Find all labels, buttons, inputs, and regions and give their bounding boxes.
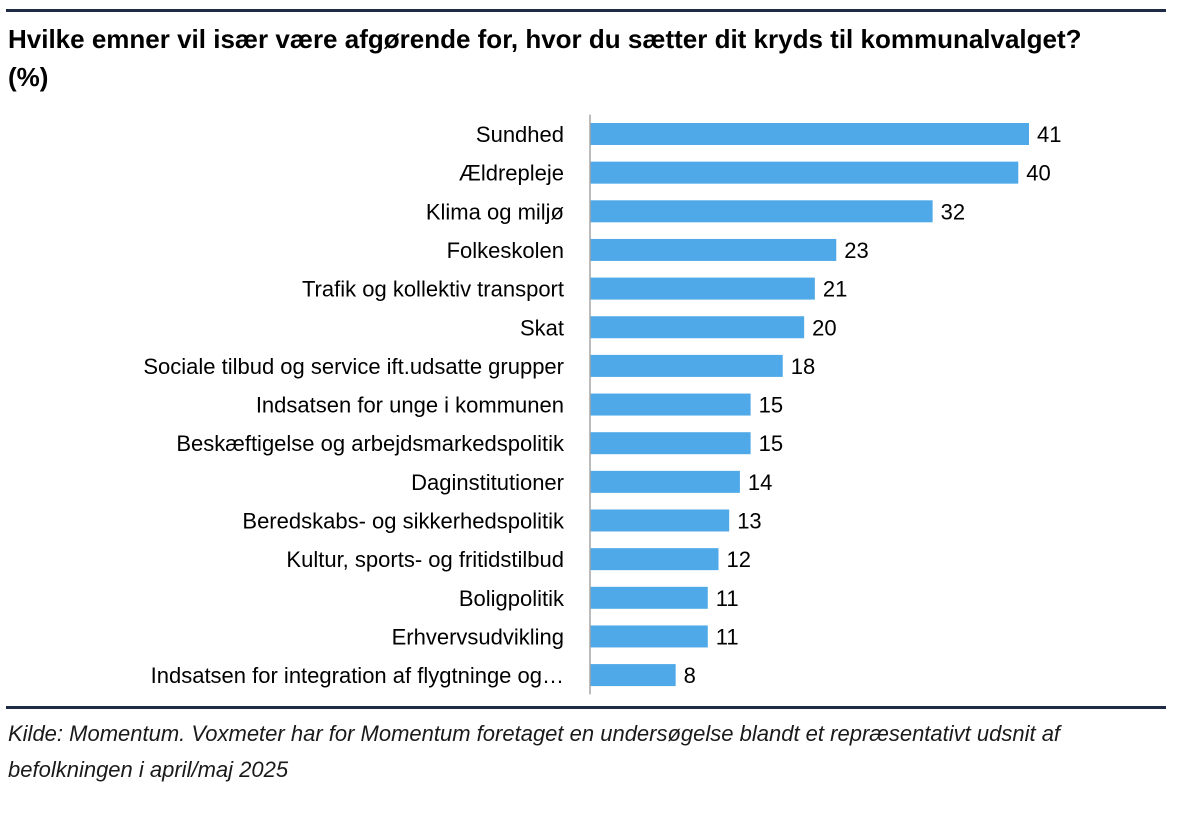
bar [590,664,676,687]
value-labels: 41 40 32 23 21 20 18 15 15 14 13 12 11 11 8 [684,122,1062,688]
category-label: Boligpolitik [459,586,565,611]
value-label: 18 [791,354,815,379]
value-label: 32 [941,199,965,224]
category-label: Sociale tilbud og service ift.udsatte gr… [143,354,564,379]
source-note: Kilde: Momentum. Voxmeter har for Moment… [8,721,1061,782]
category-labels: Sundhed Ældrepleje Klima og miljø Folkeskol… [143,122,565,688]
value-label: 23 [844,238,868,263]
value-label: 14 [748,470,772,495]
value-label: 20 [812,315,836,340]
bar [590,509,730,532]
bar [590,316,805,339]
bar [590,586,708,609]
bottom-rule [6,706,1166,709]
value-label: 12 [726,547,750,572]
value-label: 11 [716,586,739,611]
value-label: 8 [684,663,696,688]
bar [590,238,837,261]
category-label: Daginstitutioner [411,470,564,495]
value-label: 21 [823,277,847,302]
bar [590,548,719,571]
value-label: 13 [737,509,761,534]
category-label: Skat [520,315,564,340]
category-label: Indsatsen for integration af flygtninge … [151,663,564,688]
value-label: 11 [716,624,739,649]
category-label: Beskæftigelse og arbejdsmarkedspolitik [176,431,565,456]
chart-title: Hvilke emner vil især være afgørende for… [8,24,1082,92]
bar [590,123,1029,145]
bar [590,277,815,300]
top-rule [6,9,1166,12]
category-label: Klima og miljø [426,199,564,224]
category-label: Beredskabs- og sikkerhedspolitik [242,509,565,534]
value-label: 15 [759,431,783,456]
bar [590,432,751,455]
bar-chart: Sundhed Ældrepleje Klima og miljø Folkeskol… [143,114,1062,695]
bar [590,161,1019,184]
bar [590,470,740,493]
value-label: 41 [1037,122,1061,147]
category-label: Folkeskolen [447,238,564,263]
value-label: 15 [759,393,783,418]
category-label: Erhvervsudvikling [392,624,564,649]
bar [590,200,933,223]
bar [590,393,751,416]
bars-group [590,123,1029,687]
value-label: 40 [1026,161,1050,186]
bar [590,625,708,648]
category-label: Sundhed [476,122,564,147]
bar [590,354,783,377]
category-label: Indsatsen for unge i kommunen [256,393,564,418]
category-label: Trafik og kollektiv transport [302,277,564,302]
category-label: Ældrepleje [459,161,564,186]
category-label: Kultur, sports- og fritidstilbud [286,547,564,572]
